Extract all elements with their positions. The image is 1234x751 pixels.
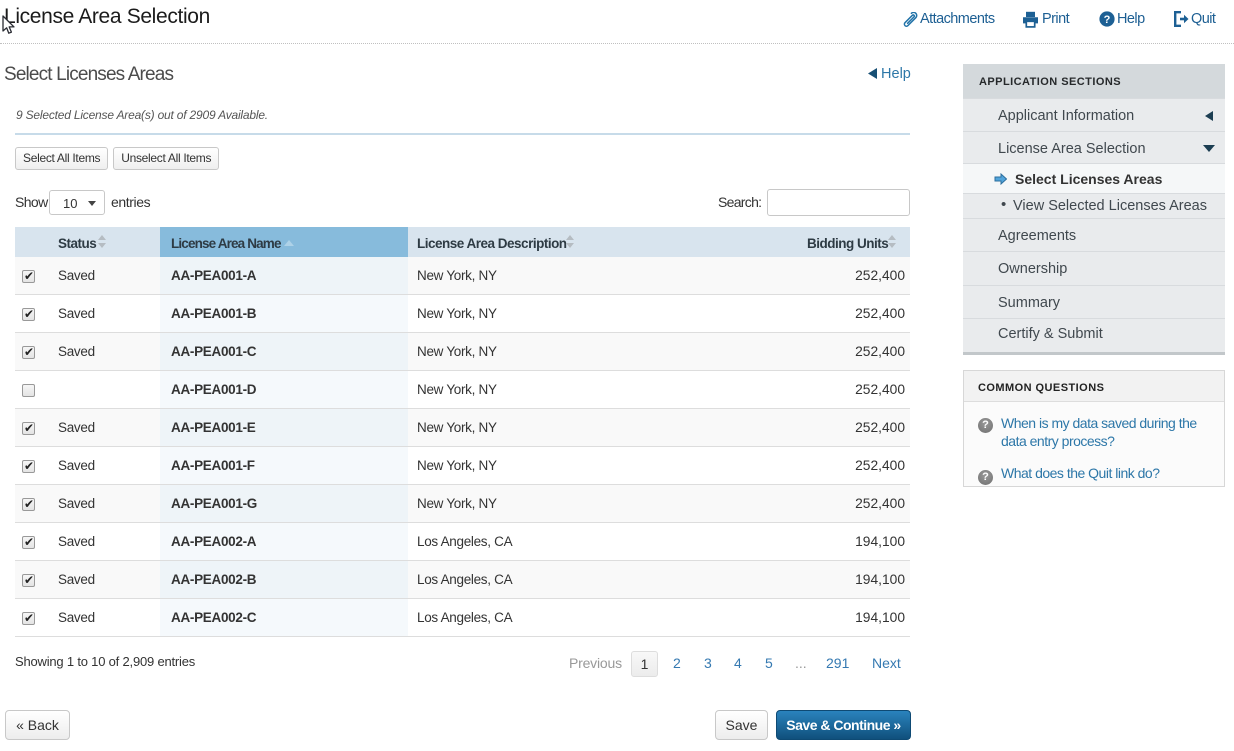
svg-text:?: ? (1104, 14, 1111, 26)
